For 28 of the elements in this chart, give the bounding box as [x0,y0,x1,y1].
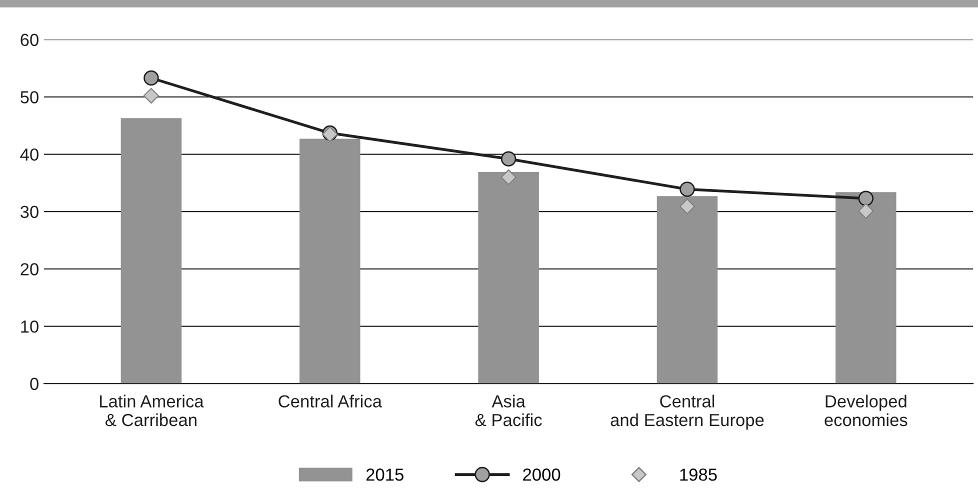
y-tick-label: 30 [20,206,38,218]
x-tick-label: Central Africa [278,394,382,408]
y-tick-label: 60 [20,34,38,46]
y-tick-label: 20 [20,263,38,276]
point [144,70,159,86]
bar [478,172,539,384]
point [500,169,516,186]
point [500,151,516,166]
legend-label: 2015 [366,468,404,481]
x-tick-label: Developed economies [824,394,908,426]
x-tick-label: Latin America & Carribean [100,394,204,426]
point [858,190,874,206]
bar [300,138,360,384]
y-tick-label: 50 [20,91,38,104]
bar [656,196,718,384]
x-tick-label: Asia & Pacific [475,394,542,426]
point [680,182,695,197]
y-tick-label: 10 [21,320,38,333]
point [679,198,696,214]
y-tick-label: 0 [30,378,38,390]
legend-label: 1985 [680,468,717,481]
y-tick-label: 40 [20,148,38,161]
legend-label: 2000 [523,468,560,481]
bar [836,192,896,384]
bar [120,118,182,384]
x-tick-label: Central and Eastern Europe [610,394,764,430]
point [143,88,160,104]
point [858,203,874,219]
